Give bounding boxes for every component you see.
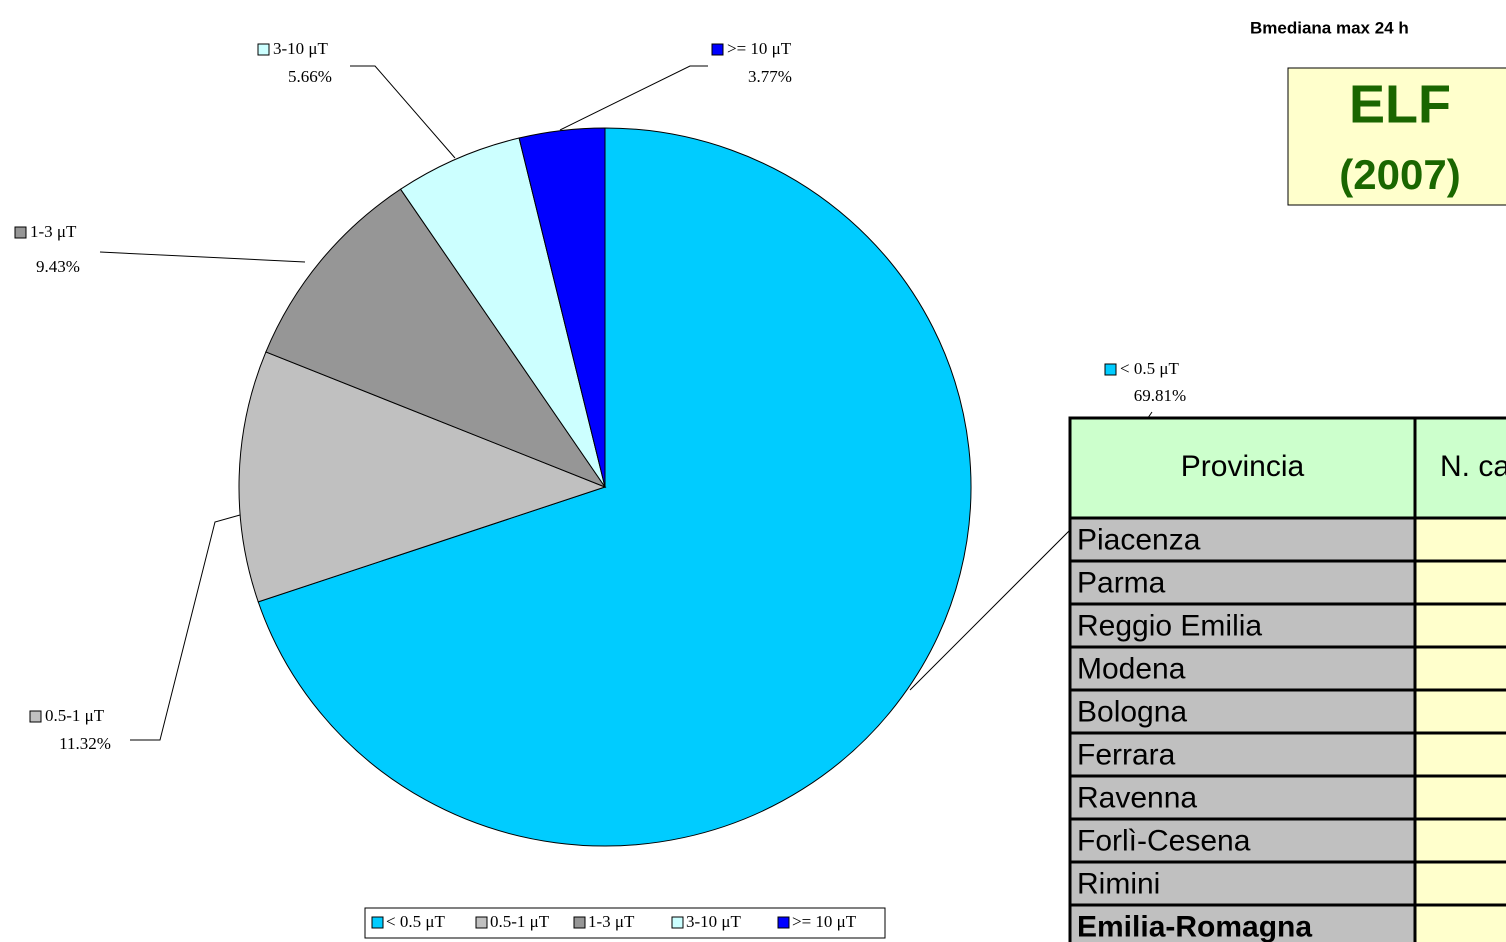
slice-value-label: 11.32%: [59, 734, 111, 753]
name-cell: [1068, 774, 1417, 821]
value-cell: [1413, 688, 1506, 735]
header-text: N. ca: [1440, 450, 1506, 483]
legend-label: < 0.5 μT: [386, 912, 445, 931]
value-cell: [1413, 774, 1506, 821]
row-name: Piacenza: [1077, 523, 1201, 556]
slice-value-label: 69.81%: [1134, 386, 1186, 405]
leader-line: [559, 65, 708, 131]
name-cell: [1068, 602, 1417, 649]
leader-line: [130, 514, 241, 741]
leader-line: [350, 65, 456, 159]
title: ELF: [1349, 74, 1451, 134]
slice-label: 0.5-1 μT: [45, 706, 105, 725]
row-name: Parma: [1077, 566, 1166, 599]
table: Provincia N. ca Piacenza Parma Reggio Emilia…: [1068, 416, 1506, 942]
value-cell: [1413, 731, 1506, 778]
pie-slice: [238, 351, 607, 603]
legend-swatch: [371, 916, 384, 929]
slice-label: 1-3 μT: [30, 222, 77, 241]
label-swatch: [29, 710, 42, 723]
title-box: [1287, 67, 1506, 206]
legend-label: 3-10 μT: [686, 912, 742, 931]
row-name: Forlì-Cesena: [1077, 824, 1251, 857]
legend-swatch: [671, 916, 684, 929]
caption: Bmediana max 24 h: [1250, 18, 1409, 37]
row-name: Ravenna: [1077, 781, 1197, 814]
pie-slice: [399, 137, 606, 488]
row-name: Reggio Emilia: [1077, 609, 1262, 642]
leader-line: [99, 251, 306, 263]
name-cell: [1068, 516, 1417, 563]
label-swatch: [711, 43, 724, 56]
slice-value-label: 3.77%: [748, 67, 792, 86]
name-cell: [1068, 860, 1417, 907]
legend-box: [364, 907, 886, 939]
legend-label: 1-3 μT: [588, 912, 635, 931]
row-name: Bologna: [1077, 695, 1187, 728]
slice-label: >= 10 μT: [727, 39, 792, 58]
label-swatch: [257, 43, 270, 56]
row-name: Ferrara: [1077, 738, 1176, 771]
row-name: Modena: [1077, 652, 1186, 685]
value-cell: [1413, 602, 1506, 649]
label-swatch: [14, 226, 27, 239]
legend-swatch: [777, 916, 790, 929]
label-swatch: [1104, 363, 1117, 376]
slice-value-label: 5.66%: [288, 67, 332, 86]
pie-slice: [518, 127, 606, 488]
legend-swatch: [573, 916, 586, 929]
value-cell: [1413, 817, 1506, 864]
slice-label: 3-10 μT: [273, 39, 329, 58]
value-cell: [1413, 860, 1506, 907]
legend-label: >= 10 μT: [792, 912, 857, 931]
slice-value-label: 9.43%: [36, 257, 80, 276]
header-text: Provincia: [1181, 450, 1305, 483]
year: (2007): [1339, 151, 1460, 198]
value-cell: [1413, 559, 1506, 606]
legend-swatch: [475, 916, 488, 929]
row-name: Emilia-Romagna: [1077, 910, 1312, 942]
value-cell: [1413, 903, 1506, 942]
value-cell: [1413, 645, 1506, 692]
slice-label: < 0.5 μT: [1120, 359, 1179, 378]
name-cell: [1068, 688, 1417, 735]
pie-slice: [257, 127, 972, 847]
pie-slice: [265, 188, 607, 489]
legend-label: 0.5-1 μT: [490, 912, 550, 931]
value-cell: [1413, 516, 1506, 563]
row-name: Rimini: [1077, 867, 1160, 900]
